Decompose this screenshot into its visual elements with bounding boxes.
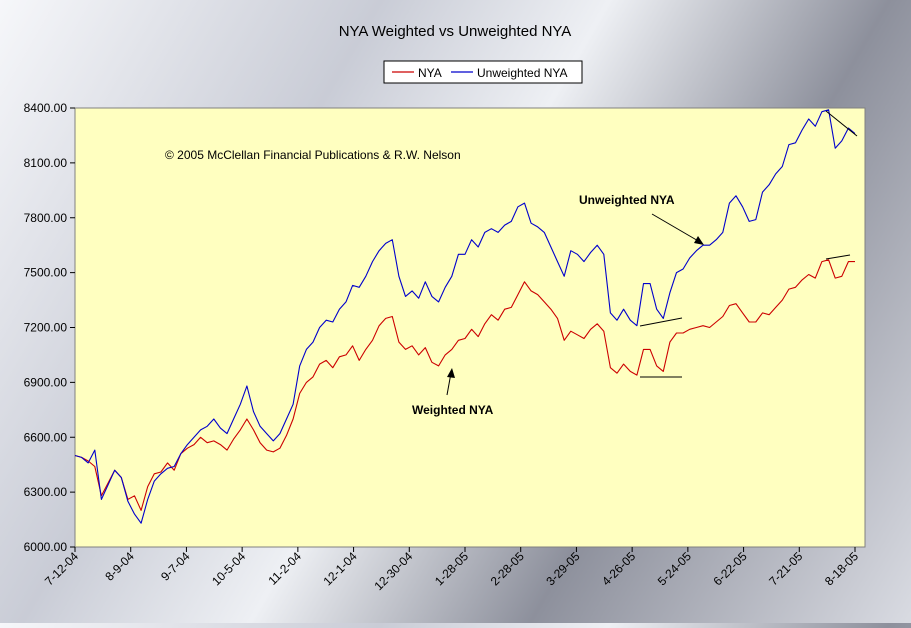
trendline-unweighted-top	[825, 110, 858, 137]
x-tick-label: 7-21-05	[766, 549, 805, 588]
annotation-weighted-arrowhead	[447, 368, 455, 378]
y-tick-label: 6000.00	[24, 540, 68, 554]
y-tick-label: 8400.00	[24, 101, 68, 115]
x-tick-label: 10-5-04	[209, 549, 248, 588]
x-tick-label: 2-28-05	[488, 549, 527, 588]
plot-area	[74, 107, 866, 548]
series-line-unweighted-nya	[74, 109, 856, 524]
annotation-unweighted-label: Unweighted NYA	[579, 193, 675, 207]
series-line-nya	[74, 259, 855, 511]
x-tick-label: 4-26-05	[599, 549, 638, 588]
x-tick-label: 5-24-05	[655, 549, 694, 588]
x-tick-label: 7-12-04	[42, 549, 81, 588]
y-tick-label: 7200.00	[24, 321, 68, 335]
annotation-unweighted-arrowhead	[694, 236, 704, 245]
y-tick-label: 6600.00	[24, 430, 68, 444]
annotation-unweighted-arrow	[651, 213, 701, 243]
legend-label-unweighted: Unweighted NYA	[477, 66, 568, 80]
x-tick-label: 6-22-05	[711, 549, 750, 588]
chart-title: NYA Weighted vs Unweighted NYA	[339, 23, 572, 40]
legend-label-nya: NYA	[418, 66, 442, 80]
y-tick-label: 8100.00	[24, 156, 68, 170]
legend: NYA Unweighted NYA	[383, 60, 583, 84]
x-tick-label: 8-9-04	[102, 549, 137, 584]
y-tick-label: 7800.00	[24, 211, 68, 225]
x-tick-label: 12-30-04	[372, 549, 416, 593]
x-tick-label: 3-29-05	[543, 549, 582, 588]
x-tick-label: 12-1-04	[321, 549, 360, 588]
annotation-weighted-label: Weighted NYA	[412, 403, 494, 417]
x-tick-label: 1-28-05	[432, 549, 471, 588]
copyright-note: © 2005 McClellan Financial Publications …	[165, 148, 461, 162]
trendline-unweighted-bottom	[639, 317, 683, 327]
x-tick-label: 8-18-05	[822, 549, 861, 588]
annotations: Unweighted NYA Weighted NYA	[412, 110, 858, 417]
y-tick-label: 6900.00	[24, 375, 68, 389]
y-tick-label: 7500.00	[24, 266, 68, 280]
trendline-nya-top	[825, 254, 851, 260]
y-tick-label: 6300.00	[24, 485, 68, 499]
x-tick-label: 9-7-04	[158, 549, 193, 584]
x-tick-label: 11-2-04	[265, 549, 304, 588]
legend-box	[383, 60, 583, 84]
series-layer	[74, 109, 856, 524]
